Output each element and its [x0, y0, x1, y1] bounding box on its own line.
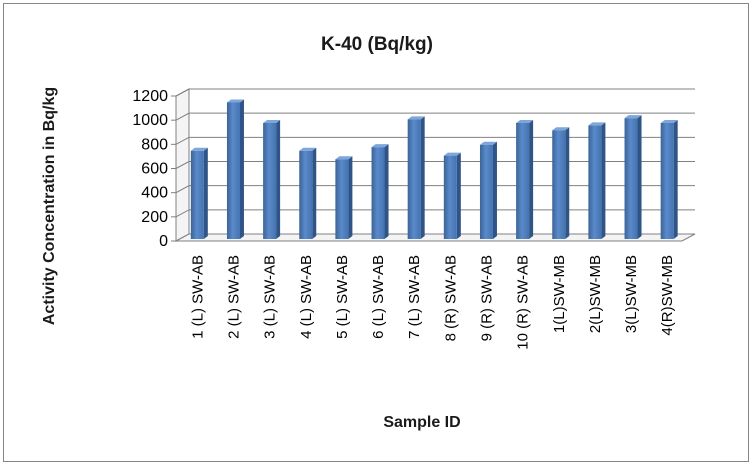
bar-side	[239, 99, 244, 239]
bar-front	[407, 119, 421, 239]
bar	[624, 115, 642, 239]
y-tick-label: 600	[141, 161, 168, 178]
bar-top	[335, 156, 353, 160]
bar-front	[226, 102, 240, 239]
bar	[407, 116, 425, 239]
bar-front	[660, 123, 674, 239]
bar-top	[624, 115, 642, 119]
bar-side	[384, 144, 389, 239]
y-tick-label: 1000	[132, 112, 168, 129]
bar-top	[660, 120, 678, 123]
y-tick-label: 0	[159, 233, 168, 250]
chart: K-40 (Bq/kg) Activity Concentration in B…	[41, 34, 696, 431]
bar	[588, 122, 606, 239]
bar-side	[637, 115, 642, 239]
bar-side	[203, 147, 208, 239]
x-tick-label: 3(L)SW-MB	[623, 255, 640, 333]
x-tick-label: 2 (L) SW-AB	[225, 255, 242, 339]
bar-front	[443, 155, 457, 239]
x-tick-label: 4(R)SW-MB	[659, 255, 676, 336]
x-tick-label: 9 (R) SW-AB	[478, 255, 495, 341]
x-tick-label: 2(L)SW-MB	[587, 255, 604, 333]
bar-side	[565, 127, 570, 239]
bar-front	[479, 144, 493, 239]
x-tick-label: 8 (R) SW-AB	[442, 255, 459, 341]
bar-top	[263, 120, 281, 123]
bar	[516, 120, 534, 239]
plot-walls	[175, 88, 696, 242]
bar	[263, 120, 281, 239]
bar-side	[456, 152, 461, 239]
bar-top	[552, 127, 570, 131]
x-tick-label: 1(L)SW-MB	[551, 255, 568, 333]
bar-top	[190, 147, 208, 151]
x-tick-label: 3 (L) SW-AB	[262, 255, 279, 339]
x-axis-labels: 1 (L) SW-AB 2 (L) SW-AB 3 (L) SW-AB 4 (L) S…	[189, 255, 676, 350]
bar	[299, 147, 317, 239]
bar	[552, 127, 570, 239]
bar-side	[312, 147, 317, 239]
bar	[226, 99, 244, 239]
y-tick-label: 400	[141, 185, 168, 202]
x-tick-label: 7 (L) SW-AB	[406, 255, 423, 339]
y-tick-label: 200	[141, 209, 168, 226]
bar	[371, 144, 389, 239]
gridline	[175, 112, 695, 121]
bar-front	[299, 150, 313, 239]
y-axis-ticks: 0 200 400 600 800 1000 1200	[132, 88, 176, 250]
bar-front	[190, 150, 204, 239]
bar-side	[420, 116, 425, 239]
x-tick-label: 10 (R) SW-AB	[515, 255, 532, 350]
bar-top	[226, 99, 244, 103]
bar-front	[624, 118, 638, 239]
bar-top	[407, 116, 425, 120]
bar	[479, 141, 497, 239]
x-tick-label: 6 (L) SW-AB	[370, 255, 387, 339]
bar-top	[371, 144, 389, 148]
bar	[190, 147, 208, 239]
bar-top	[479, 141, 497, 145]
x-tick-label: 5 (L) SW-AB	[334, 255, 351, 339]
bar-side	[601, 122, 606, 239]
bar-top	[588, 122, 606, 126]
bar-front	[516, 123, 530, 239]
chart-title: K-40 (Bq/kg)	[321, 34, 433, 55]
bar-side	[673, 120, 678, 239]
bar-front	[263, 123, 277, 239]
x-tick-label: 4 (L) SW-AB	[298, 255, 315, 339]
bar-front	[371, 147, 385, 239]
bar-top	[443, 152, 461, 156]
bar-side	[348, 156, 353, 239]
bar-front	[335, 159, 349, 239]
y-tick-label: 800	[141, 136, 168, 153]
bar-top	[516, 120, 534, 123]
y-tick-label: 1200	[132, 88, 168, 105]
chart-frame: K-40 (Bq/kg) Activity Concentration in B…	[3, 3, 749, 462]
bar-side	[276, 120, 281, 239]
bars	[190, 99, 678, 239]
bar	[660, 120, 678, 239]
floor	[175, 233, 696, 242]
bar	[443, 152, 461, 239]
gridline	[175, 88, 695, 97]
bar-top	[299, 147, 317, 151]
y-axis-title: Activity Concentration in Bq/kg	[41, 87, 58, 325]
x-tick-label: 1 (L) SW-AB	[189, 255, 206, 339]
bar-side	[492, 141, 497, 239]
bar-side	[529, 120, 534, 239]
bar-front	[552, 130, 566, 239]
bar-front	[588, 125, 602, 239]
x-axis-title: Sample ID	[383, 414, 460, 431]
bar	[335, 156, 353, 239]
